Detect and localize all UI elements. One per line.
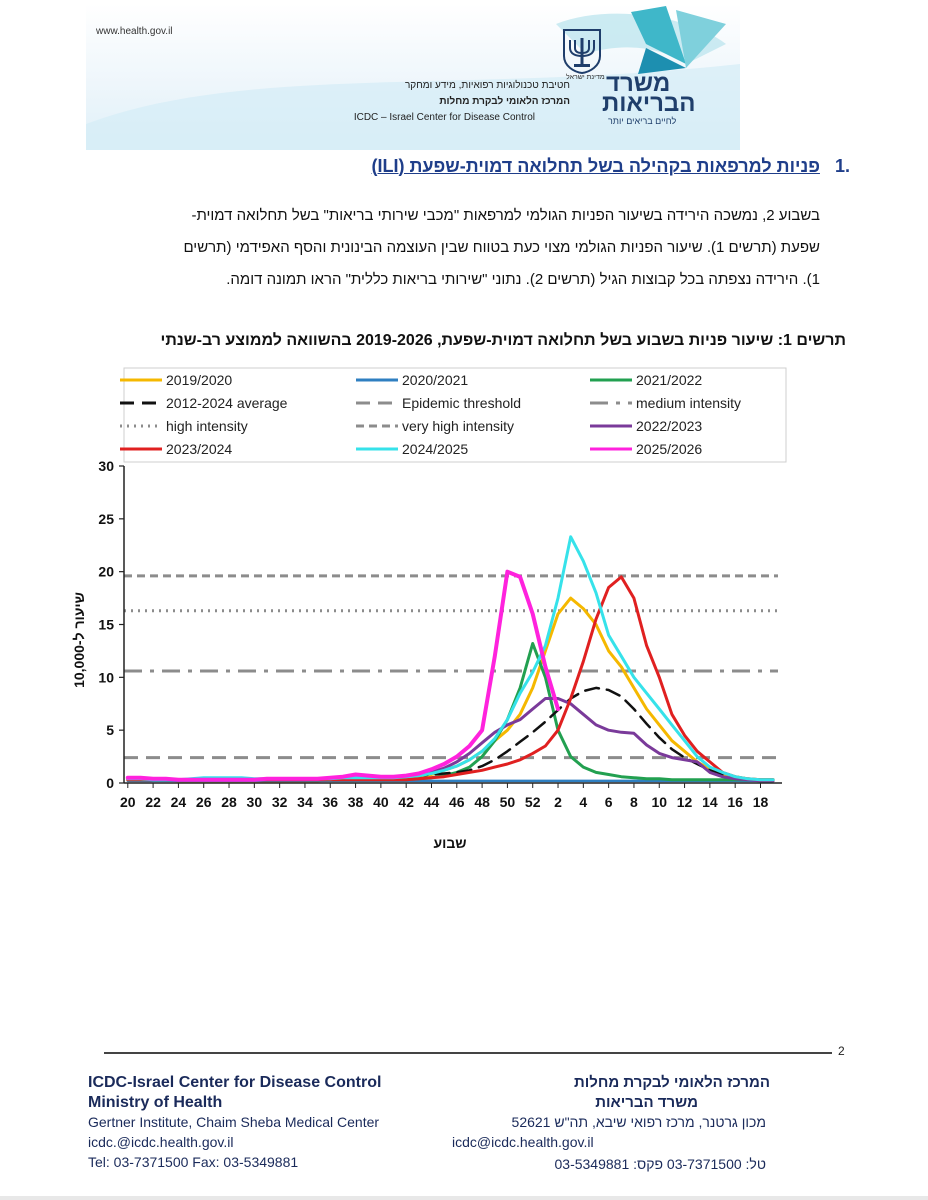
x-tick-label: 4: [579, 794, 587, 810]
y-axis-label: שיעור ל-10,000: [71, 592, 87, 688]
x-tick-label: 8: [630, 794, 638, 810]
y-axis-ticks: 0 5 10 15 20 25 30: [98, 458, 124, 791]
footer-rule: [104, 1052, 832, 1054]
legend-box: [123, 367, 787, 463]
x-tick-label: 14: [702, 794, 718, 810]
footer-ministry-hebrew: משרד הבריאות: [595, 1094, 698, 1111]
x-tick-label: 50: [500, 794, 516, 810]
ministry-logo-line2: הבריאות: [602, 90, 696, 117]
y-tick-label: 25: [98, 511, 114, 527]
chart-legend: 2019/2020 2020/2021 2021/2022 2012-2024 ave…: [120, 372, 741, 457]
series-lines: [125, 535, 775, 783]
x-tick-label: 32: [272, 794, 288, 810]
ministry-logo-tagline: לחיים בריאים יותר: [608, 116, 677, 126]
emblem-caption: מדינת ישראל: [566, 74, 605, 81]
page-number: 2: [838, 1044, 845, 1058]
x-tick-label: 28: [221, 794, 237, 810]
section-number: .1: [834, 156, 850, 176]
legend-label: 2025/2026: [636, 441, 702, 457]
series-line: [126, 686, 775, 782]
footer-address-hebrew: מכון גרטנר, מרכז רפואי שיבא, תה"ש 52621: [511, 1114, 766, 1130]
y-tick-label: 10: [98, 669, 114, 685]
footer-org-hebrew: המרכז הלאומי לבקרת מחלות: [573, 1074, 770, 1091]
x-tick-label: 48: [474, 794, 490, 810]
legend-label: very high intensity: [402, 418, 514, 434]
x-tick-label: 10: [651, 794, 667, 810]
x-tick-label: 38: [348, 794, 364, 810]
series-line: [126, 535, 775, 782]
x-tick-label: 22: [145, 794, 161, 810]
footer-email-english[interactable]: icdc.@icdc.health.gov.il: [88, 1134, 234, 1150]
x-tick-label: 24: [171, 794, 187, 810]
y-tick-label: 5: [106, 722, 114, 738]
x-tick-label: 6: [605, 794, 613, 810]
header-division-line: חטיבת טכנולוגיות רפואיות, מידע ומחקר: [404, 80, 570, 91]
header-banner: [86, 4, 740, 150]
paragraph-line-2: שפעת (תרשים 1). שיעור הפניות הגולמי מצוי…: [183, 239, 820, 256]
site-url[interactable]: www.health.gov.il: [96, 26, 173, 37]
legend-label: 2019/2020: [166, 372, 232, 388]
series-line: [126, 575, 775, 782]
legend-label: Epidemic threshold: [402, 395, 521, 411]
threshold-lines: [124, 574, 778, 760]
paragraph-line-3: 1). הירידה נצפתה בכל קבוצות הגיל (תרשים …: [226, 271, 820, 288]
ministry-logo-line1: משרד: [606, 70, 671, 97]
x-tick-label: 36: [322, 794, 338, 810]
x-axis-ticks: 20 22 24 26 28 30 32 34 36 38 40 42 44 46 48 50 52 2 4 6 8 10…: [120, 783, 768, 810]
x-tick-label: 18: [753, 794, 769, 810]
x-tick-label: 44: [424, 794, 440, 810]
ili-chart: 2019/2020 2020/2021 2021/2022 2012-2024 ave…: [71, 367, 787, 851]
header-center-name-english: ICDC – Israel Center for Disease Control: [353, 112, 535, 123]
x-tick-label: 34: [297, 794, 313, 810]
x-tick-label: 42: [398, 794, 414, 810]
x-tick-label: 16: [727, 794, 743, 810]
legend-label: 2024/2025: [402, 441, 468, 457]
paragraph-line-1: בשבוע 2, נמשכה הירידה בשיעור הפניות הגול…: [191, 207, 820, 224]
footer-ministry-english: Ministry of Health: [88, 1094, 223, 1111]
x-tick-label: 12: [677, 794, 693, 810]
x-tick-label: 52: [525, 794, 541, 810]
legend-label: 2023/2024: [166, 441, 232, 457]
x-tick-label: 20: [120, 794, 136, 810]
bottom-edge-bar: [0, 1196, 928, 1200]
x-tick-label: 2: [554, 794, 562, 810]
legend-label: 2021/2022: [636, 372, 702, 388]
series-line: [125, 569, 560, 782]
banner-swoosh-graphic: [86, 6, 740, 150]
footer-org-english: ICDC-Israel Center for Disease Control: [88, 1074, 382, 1091]
x-tick-label: 40: [373, 794, 389, 810]
legend-label: 2022/2023: [636, 418, 702, 434]
legend-label: high intensity: [166, 418, 248, 434]
section-title: פניות למרפאות בקהילה בשל תחלואה דמוית-שפ…: [371, 156, 820, 176]
legend-label: 2012-2024 average: [166, 395, 288, 411]
summary-paragraph: בשבוע 2, נמשכה הירידה בשיעור הפניות הגול…: [80, 200, 820, 296]
y-tick-label: 0: [106, 775, 114, 791]
y-tick-label: 20: [98, 564, 114, 580]
footer-phone-english: Tel: 03-7371500 Fax: 03-5349881: [88, 1154, 299, 1170]
section-heading: .1 פניות למרפאות בקהילה בשל תחלואה דמוית…: [372, 156, 850, 177]
footer-phone-hebrew: טל: 03-7371500 פקס: 03-5349881: [554, 1156, 767, 1172]
y-tick-label: 30: [98, 458, 114, 474]
y-tick-label: 15: [98, 617, 114, 633]
legend-label: 2020/2021: [402, 372, 468, 388]
chart-title: תרשים 1: שיעור פניות בשבוע בשל תחלואה דמ…: [160, 332, 846, 349]
x-axis-label: שבוע: [433, 835, 466, 851]
x-tick-label: 26: [196, 794, 212, 810]
footer-email-hebrew[interactable]: icdc@icdc.health.gov.il: [452, 1134, 594, 1150]
header-center-name-hebrew: המרכז הלאומי לבקרת מחלות: [439, 96, 570, 107]
footer-address-english: Gertner Institute, Chaim Sheba Medical C…: [88, 1114, 380, 1130]
state-emblem-icon: [563, 29, 601, 74]
x-tick-label: 46: [449, 794, 465, 810]
x-tick-label: 30: [247, 794, 263, 810]
legend-label: medium intensity: [636, 395, 741, 411]
